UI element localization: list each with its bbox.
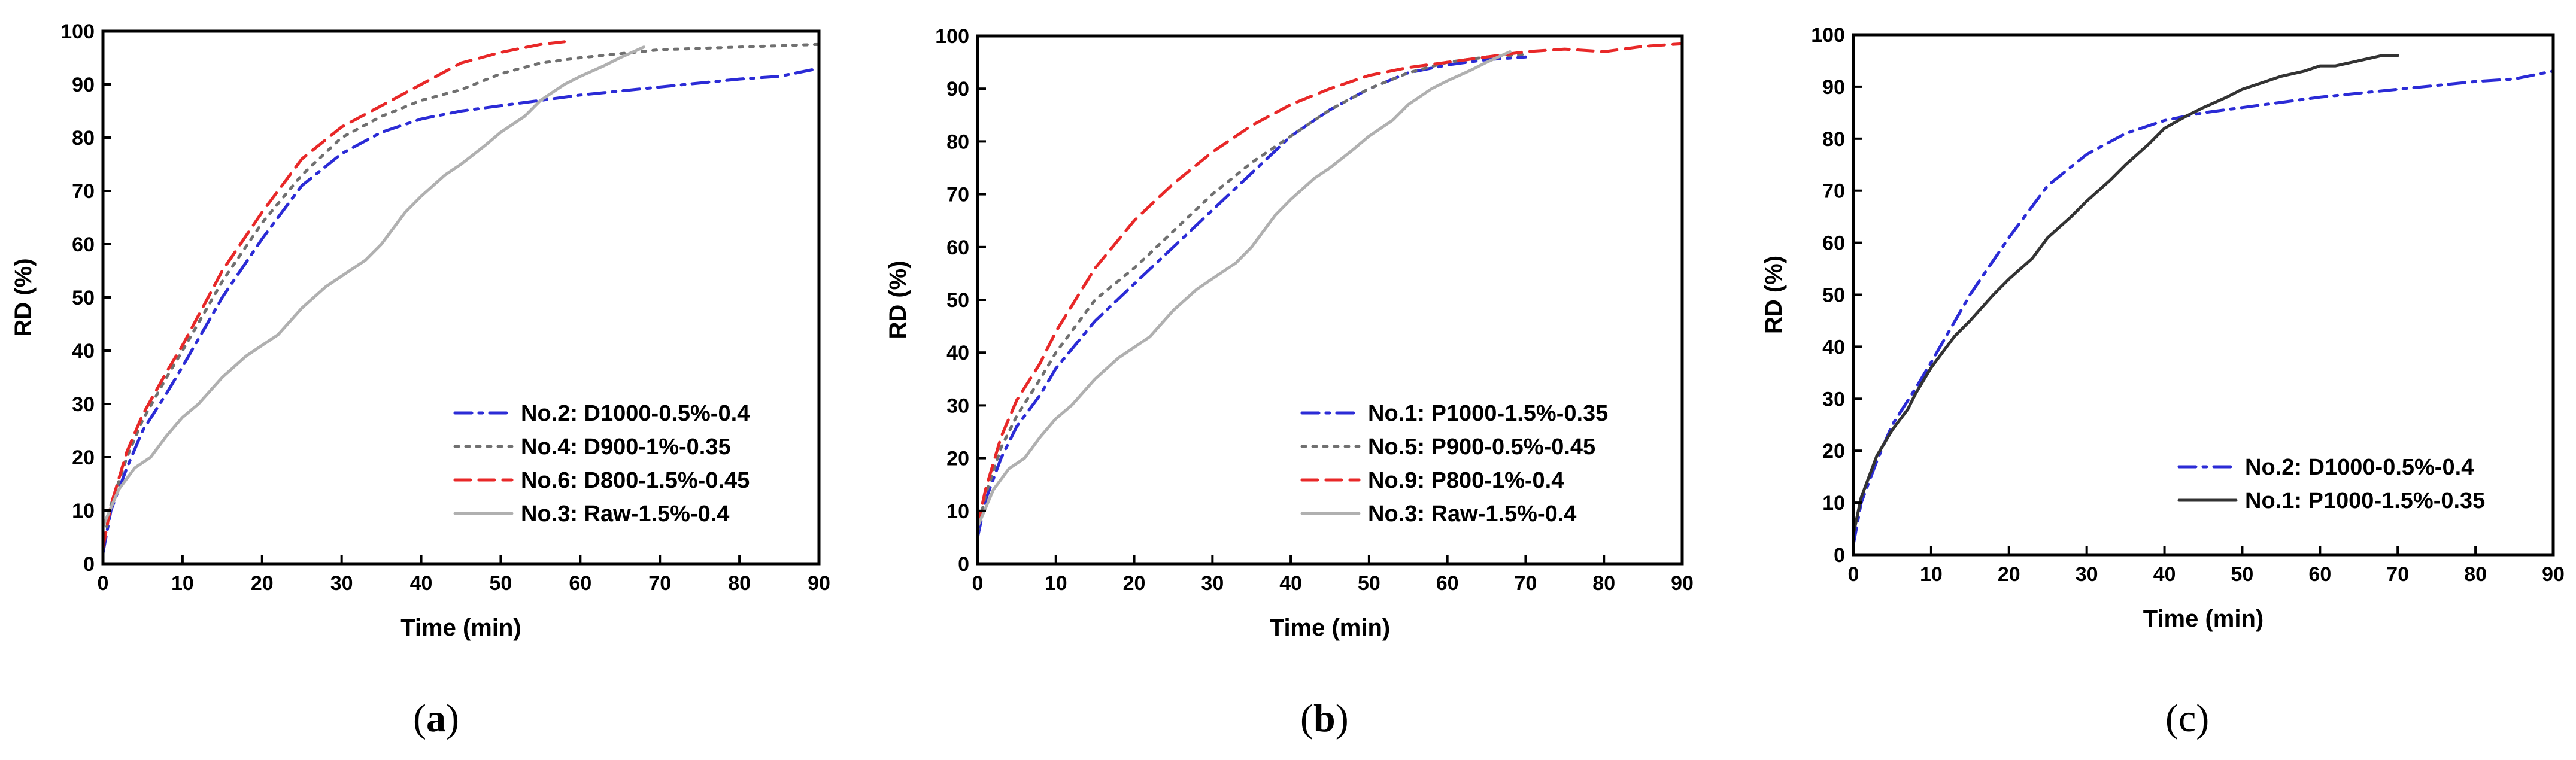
- y-tick-label: 0: [958, 553, 969, 576]
- legend-label: No.1: P1000-1.5%-0.35: [1368, 401, 1608, 426]
- x-tick-label: 70: [2386, 563, 2409, 586]
- legend-label: No.5: P900-0.5%-0.45: [1368, 434, 1595, 460]
- x-tick-label: 70: [648, 572, 671, 595]
- y-tick-label: 0: [83, 553, 95, 576]
- x-tick-label: 40: [410, 572, 433, 595]
- y-tick-label: 10: [72, 500, 95, 522]
- panel-c: 0 10 20 30 40 50 60 70 80 90 0 10 20 30 40 50 60 70 80 90 10…: [1761, 24, 2565, 740]
- x-tick-label: 80: [2464, 563, 2487, 586]
- legend-label: No.1: P1000-1.5%-0.35: [2245, 488, 2485, 513]
- x-tick-label: 90: [808, 572, 830, 595]
- x-axis-title: Time (min): [2143, 606, 2264, 632]
- y-tick-label: 80: [1822, 128, 1845, 151]
- series-line-4: [976, 50, 1512, 528]
- y-tick-label: 80: [72, 127, 95, 150]
- x-tick-label: 40: [1279, 572, 1302, 595]
- x-tick-label: 90: [1671, 572, 1694, 595]
- legend-label: No.2: D1000-0.5%-0.4: [521, 401, 750, 426]
- legend-label: No.3: Raw-1.5%-0.4: [1368, 501, 1576, 527]
- x-tick-label: 80: [1592, 572, 1615, 595]
- panel-caption: (a): [413, 697, 459, 740]
- y-tick-label: 70: [72, 180, 95, 203]
- series-line-2: [101, 42, 821, 549]
- x-tick-label: 30: [2076, 563, 2098, 586]
- x-tick-label: 0: [98, 572, 109, 595]
- y-tick-label: 10: [946, 500, 969, 523]
- y-tick-label: 40: [72, 340, 95, 363]
- y-tick-label: 40: [946, 342, 969, 364]
- y-tick-label: 50: [72, 287, 95, 309]
- y-tick-label: 100: [935, 25, 969, 48]
- x-tick-label: 10: [1045, 572, 1067, 595]
- x-axis-title: Time (min): [400, 615, 521, 641]
- y-tick-label: 90: [1822, 76, 1845, 99]
- x-tick-label: 20: [1123, 572, 1146, 595]
- y-tick-label: 20: [946, 448, 969, 470]
- panel-caption: (b): [1300, 697, 1349, 740]
- legend-label: No.3: Raw-1.5%-0.4: [521, 501, 729, 527]
- x-tick-label: 40: [2153, 563, 2176, 586]
- y-tick-label: 20: [72, 446, 95, 469]
- y-tick-label: 90: [946, 78, 969, 101]
- legend-label: No.9: P800-1%-0.4: [1368, 468, 1564, 493]
- panel-b: 0 10 20 30 40 50 60 70 80 90 0 10 20 30 40 50 60 70 80 90 10…: [885, 25, 1694, 740]
- y-tick-label: 40: [1822, 336, 1845, 358]
- x-tick-label: 10: [171, 572, 194, 595]
- panel-caption: (c): [2165, 697, 2209, 740]
- series-line-2: [1852, 54, 2399, 536]
- x-tick-label: 20: [1998, 563, 2020, 586]
- plot-frame: [976, 34, 1684, 566]
- series-line-1: [976, 55, 1527, 539]
- panel-a: 0 10 20 30 40 50 60 70 80 90 0 10 20 30 40 50 60 70 80 90 10…: [10, 20, 830, 740]
- legend-label: No.4: D900-1%-0.35: [521, 434, 731, 460]
- y-tick-label: 100: [1811, 24, 1845, 47]
- y-tick-label: 10: [1822, 492, 1845, 515]
- y-axis-title: RD (%): [1761, 256, 1787, 334]
- x-tick-label: 10: [1920, 563, 1943, 586]
- y-tick-label: 60: [946, 236, 969, 259]
- y-tick-label: 30: [1822, 388, 1845, 411]
- y-tick-label: 90: [72, 74, 95, 96]
- y-tick-label: 100: [60, 20, 95, 43]
- y-tick-label: 60: [1822, 232, 1845, 255]
- x-tick-label: 50: [2231, 563, 2254, 586]
- y-tick-label: 20: [1822, 440, 1845, 463]
- x-tick-label: 20: [251, 572, 274, 595]
- series-line-1: [101, 66, 821, 555]
- x-tick-label: 50: [1358, 572, 1380, 595]
- series-line-2: [976, 53, 1527, 534]
- legend-label: No.2: D1000-0.5%-0.4: [2245, 455, 2474, 480]
- legend-label: No.6: D800-1.5%-0.45: [521, 468, 750, 493]
- x-tick-label: 0: [972, 572, 984, 595]
- x-tick-label: 60: [1436, 572, 1459, 595]
- x-tick-label: 80: [728, 572, 751, 595]
- y-tick-label: 80: [946, 130, 969, 153]
- series-line-3: [976, 42, 1684, 528]
- x-tick-label: 70: [1515, 572, 1537, 595]
- y-tick-label: 50: [1822, 284, 1845, 307]
- series-line-4: [101, 45, 646, 528]
- x-tick-label: 30: [1201, 572, 1224, 595]
- y-tick-label: 50: [946, 289, 969, 312]
- y-tick-label: 30: [946, 394, 969, 417]
- y-axis-title: RD (%): [885, 260, 911, 339]
- y-tick-label: 70: [1822, 180, 1845, 203]
- x-tick-label: 50: [490, 572, 512, 595]
- series-line-1: [1852, 69, 2555, 546]
- y-tick-label: 0: [1834, 544, 1845, 567]
- y-tick-label: 70: [946, 184, 969, 206]
- x-tick-label: 90: [2542, 563, 2565, 586]
- x-axis-title: Time (min): [1270, 615, 1391, 641]
- x-tick-label: 60: [569, 572, 591, 595]
- x-tick-label: 0: [1848, 563, 1859, 586]
- y-axis-title: RD (%): [10, 258, 37, 336]
- y-tick-label: 30: [72, 393, 95, 416]
- x-tick-label: 30: [330, 572, 353, 595]
- x-tick-label: 60: [2308, 563, 2331, 586]
- series-line-3: [101, 40, 566, 549]
- y-tick-label: 60: [72, 233, 95, 256]
